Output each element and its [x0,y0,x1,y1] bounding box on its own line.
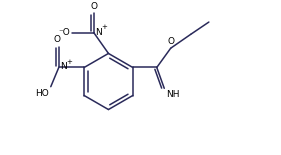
Text: +: + [66,59,72,65]
Text: N: N [60,62,67,71]
Text: +: + [101,24,107,30]
Text: NH: NH [166,90,179,100]
Text: O: O [167,37,174,46]
Text: O: O [54,35,61,44]
Text: ⁻O: ⁻O [58,28,70,37]
Text: HO: HO [35,89,49,98]
Text: O: O [90,2,97,11]
Text: N: N [95,28,102,37]
